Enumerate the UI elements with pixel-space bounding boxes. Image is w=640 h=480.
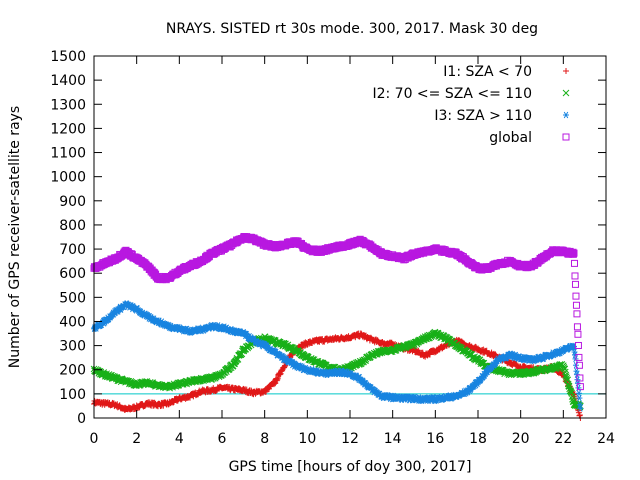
- plot-area: [90, 233, 606, 421]
- chart-title: NRAYS. SISTED rt 30s mode. 300, 2017. Ma…: [166, 21, 538, 37]
- series-1: [91, 330, 584, 421]
